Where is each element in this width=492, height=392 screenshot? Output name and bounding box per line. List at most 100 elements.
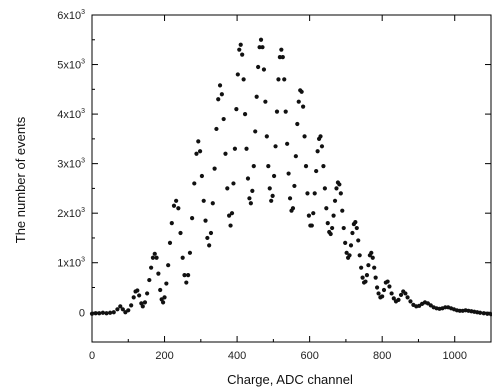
plot-border <box>91 14 492 343</box>
data-point <box>245 176 251 181</box>
data-point <box>182 273 187 278</box>
data-point <box>196 139 201 144</box>
data-point <box>253 129 258 134</box>
y-tick-label: 0 <box>79 307 85 319</box>
data-point <box>299 89 304 94</box>
data-point <box>178 230 183 236</box>
data-point <box>187 250 193 255</box>
data-point <box>270 193 275 198</box>
data-point <box>210 201 215 206</box>
data-point <box>250 188 255 193</box>
data-point <box>325 220 330 226</box>
data-point <box>260 45 265 50</box>
data-point <box>221 116 226 122</box>
data-point <box>147 277 152 283</box>
data-point <box>277 55 282 60</box>
data-point <box>350 230 355 236</box>
data-point <box>217 83 223 88</box>
data-points <box>89 37 492 317</box>
data-point <box>305 191 310 196</box>
data-point <box>478 310 483 315</box>
data-point <box>276 77 281 82</box>
data-point <box>240 52 245 57</box>
data-point <box>376 291 381 296</box>
data-point <box>306 213 312 218</box>
x-tick-label: 800 <box>373 350 391 362</box>
data-point <box>279 47 284 52</box>
data-point <box>137 293 142 298</box>
data-point <box>290 206 296 211</box>
data-point <box>135 288 140 293</box>
data-point <box>120 307 125 312</box>
data-point <box>167 240 173 246</box>
data-point <box>190 216 195 221</box>
data-point <box>360 275 365 280</box>
data-point <box>212 166 217 171</box>
data-point <box>319 144 325 149</box>
data-point <box>405 295 410 300</box>
data-point <box>216 97 221 102</box>
data-point <box>229 211 235 216</box>
data-point <box>267 186 272 191</box>
data-point <box>89 311 95 316</box>
data-point <box>269 198 274 203</box>
data-point <box>312 191 317 196</box>
data-point <box>359 265 364 270</box>
x-tick-label: 1000 <box>442 350 466 362</box>
data-point <box>331 213 336 218</box>
data-point <box>205 235 210 241</box>
data-point <box>274 109 280 114</box>
data-point <box>104 311 109 316</box>
data-point <box>184 280 189 285</box>
data-point <box>403 291 408 296</box>
data-point <box>142 300 148 305</box>
data-point <box>485 311 490 316</box>
data-point <box>166 263 171 268</box>
data-point <box>271 173 277 179</box>
data-point <box>370 255 375 260</box>
data-point <box>140 304 145 309</box>
data-point <box>314 168 319 174</box>
data-point <box>338 191 343 196</box>
data-point <box>380 294 385 299</box>
data-point <box>199 173 205 179</box>
x-tick-label: 200 <box>155 350 173 362</box>
data-point <box>315 149 320 154</box>
data-point <box>311 211 316 216</box>
data-point <box>387 284 392 289</box>
data-point <box>160 300 166 305</box>
data-point <box>219 92 224 97</box>
data-point <box>292 183 297 189</box>
data-point <box>286 171 291 176</box>
x-tick-label: 0 <box>89 350 95 362</box>
data-point <box>389 291 394 296</box>
data-point <box>264 134 269 139</box>
data-point <box>443 305 448 310</box>
data-point <box>396 297 401 302</box>
data-point <box>145 291 150 296</box>
y-tick-label: 5x103 <box>57 59 85 72</box>
x-tick-label: 400 <box>228 350 246 362</box>
data-point <box>149 265 154 270</box>
data-point <box>97 311 102 316</box>
data-point <box>282 77 287 82</box>
data-point <box>372 265 377 270</box>
data-point <box>201 198 206 203</box>
data-point <box>375 285 380 290</box>
data-point <box>341 225 346 231</box>
data-point <box>343 240 348 246</box>
data-point <box>334 186 339 191</box>
data-point <box>295 121 300 127</box>
data-point <box>258 37 264 42</box>
data-point <box>366 263 371 268</box>
data-point <box>337 182 342 187</box>
data-point <box>354 225 359 231</box>
data-point <box>363 279 368 284</box>
data-point <box>108 310 113 315</box>
data-point <box>273 144 278 149</box>
data-point <box>296 99 301 104</box>
y-axis-title: The number of events <box>13 116 28 243</box>
data-point <box>293 154 298 159</box>
data-point <box>126 308 131 313</box>
